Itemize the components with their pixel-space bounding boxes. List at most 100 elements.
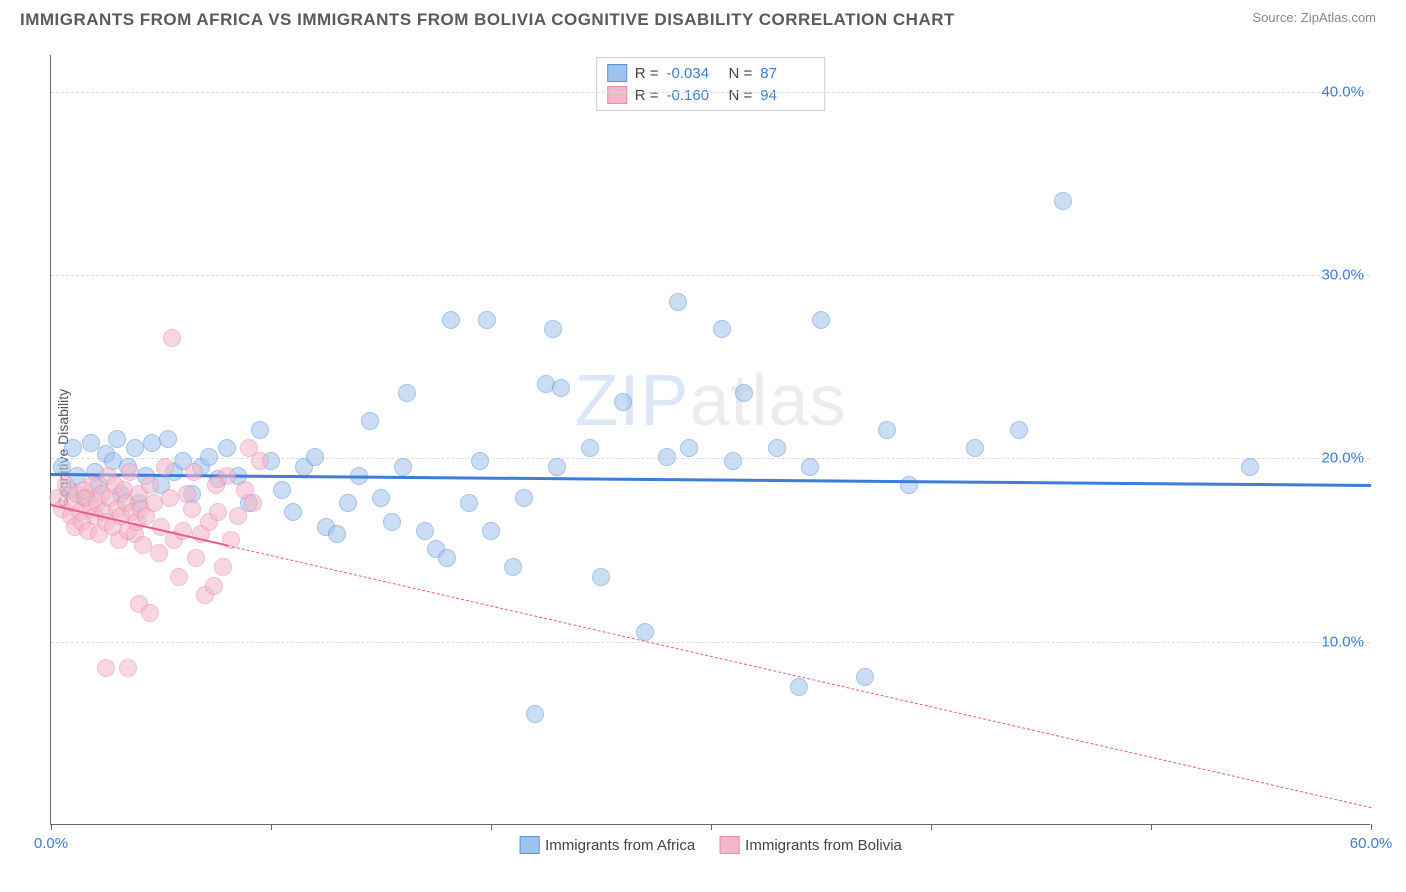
scatter-point xyxy=(156,458,174,476)
scatter-point xyxy=(812,311,830,329)
scatter-point xyxy=(1241,458,1259,476)
scatter-point xyxy=(442,311,460,329)
scatter-point xyxy=(244,494,262,512)
scatter-point xyxy=(150,544,168,562)
scatter-point xyxy=(284,503,302,521)
scatter-point xyxy=(856,668,874,686)
scatter-point xyxy=(161,489,179,507)
scatter-point xyxy=(163,329,181,347)
scatter-point xyxy=(581,439,599,457)
gridline xyxy=(51,275,1370,276)
scatter-point xyxy=(614,393,632,411)
x-tick xyxy=(491,824,492,830)
scatter-point xyxy=(966,439,984,457)
scatter-point xyxy=(251,452,269,470)
scatter-point xyxy=(121,463,139,481)
scatter-point xyxy=(438,549,456,567)
legend-item: Immigrants from Bolivia xyxy=(719,836,902,854)
scatter-point xyxy=(478,311,496,329)
chart-title: IMMIGRANTS FROM AFRICA VS IMMIGRANTS FRO… xyxy=(20,10,955,30)
y-tick-label: 10.0% xyxy=(1321,633,1364,650)
scatter-point xyxy=(801,458,819,476)
x-tick xyxy=(931,824,932,830)
legend-swatch xyxy=(607,86,627,104)
n-label: N = xyxy=(729,65,753,82)
scatter-point xyxy=(185,463,203,481)
x-tick xyxy=(1371,824,1372,830)
n-value: 87 xyxy=(760,65,814,82)
scatter-point xyxy=(394,458,412,476)
scatter-point xyxy=(592,568,610,586)
scatter-point xyxy=(504,558,522,576)
y-tick-label: 40.0% xyxy=(1321,83,1364,100)
legend-row: R =-0.160N =94 xyxy=(607,84,815,106)
scatter-point xyxy=(273,481,291,499)
scatter-point xyxy=(790,678,808,696)
scatter-point xyxy=(97,659,115,677)
scatter-point xyxy=(724,452,742,470)
legend-label: Immigrants from Africa xyxy=(545,837,695,854)
scatter-point xyxy=(141,476,159,494)
scatter-point xyxy=(218,439,236,457)
scatter-point xyxy=(383,513,401,531)
scatter-point xyxy=(183,500,201,518)
scatter-point xyxy=(372,489,390,507)
scatter-point xyxy=(229,507,247,525)
x-tick xyxy=(271,824,272,830)
scatter-point xyxy=(108,430,126,448)
scatter-point xyxy=(471,452,489,470)
r-label: R = xyxy=(635,87,659,104)
scatter-point xyxy=(187,549,205,567)
scatter-point xyxy=(658,448,676,466)
x-tick-label: 60.0% xyxy=(1350,835,1393,852)
gridline xyxy=(51,458,1370,459)
x-tick xyxy=(711,824,712,830)
r-value: -0.160 xyxy=(667,87,721,104)
scatter-point xyxy=(207,476,225,494)
scatter-point xyxy=(200,448,218,466)
scatter-point xyxy=(141,604,159,622)
scatter-point xyxy=(214,558,232,576)
scatter-point xyxy=(713,320,731,338)
scatter-point xyxy=(526,705,544,723)
scatter-point xyxy=(416,522,434,540)
scatter-point xyxy=(636,623,654,641)
n-label: N = xyxy=(729,87,753,104)
scatter-point xyxy=(735,384,753,402)
source-credit: Source: ZipAtlas.com xyxy=(1252,10,1376,25)
legend-swatch xyxy=(719,836,739,854)
r-label: R = xyxy=(635,65,659,82)
scatter-point xyxy=(544,320,562,338)
scatter-point xyxy=(119,659,137,677)
scatter-point xyxy=(482,522,500,540)
legend-swatch xyxy=(607,64,627,82)
scatter-point xyxy=(1010,421,1028,439)
scatter-point xyxy=(548,458,566,476)
scatter-point xyxy=(361,412,379,430)
scatter-point xyxy=(768,439,786,457)
scatter-point xyxy=(339,494,357,512)
chart-plot-area: Cognitive Disability ZIPatlas R =-0.034N… xyxy=(50,55,1370,825)
x-tick xyxy=(51,824,52,830)
scatter-point xyxy=(398,384,416,402)
scatter-point xyxy=(209,503,227,521)
legend-row: R =-0.034N =87 xyxy=(607,62,815,84)
scatter-point xyxy=(205,577,223,595)
scatter-point xyxy=(900,476,918,494)
legend-label: Immigrants from Bolivia xyxy=(745,837,902,854)
legend-item: Immigrants from Africa xyxy=(519,836,695,854)
trend-line xyxy=(227,545,1371,808)
scatter-point xyxy=(64,439,82,457)
gridline xyxy=(51,92,1370,93)
scatter-point xyxy=(515,489,533,507)
legend-swatch xyxy=(519,836,539,854)
scatter-point xyxy=(126,439,144,457)
correlation-legend: R =-0.034N =87R =-0.160N =94 xyxy=(596,57,826,111)
scatter-point xyxy=(328,525,346,543)
y-tick-label: 30.0% xyxy=(1321,267,1364,284)
scatter-point xyxy=(170,568,188,586)
scatter-point xyxy=(680,439,698,457)
scatter-point xyxy=(306,448,324,466)
x-tick xyxy=(1151,824,1152,830)
series-legend: Immigrants from Africa Immigrants from Bo… xyxy=(519,836,902,854)
